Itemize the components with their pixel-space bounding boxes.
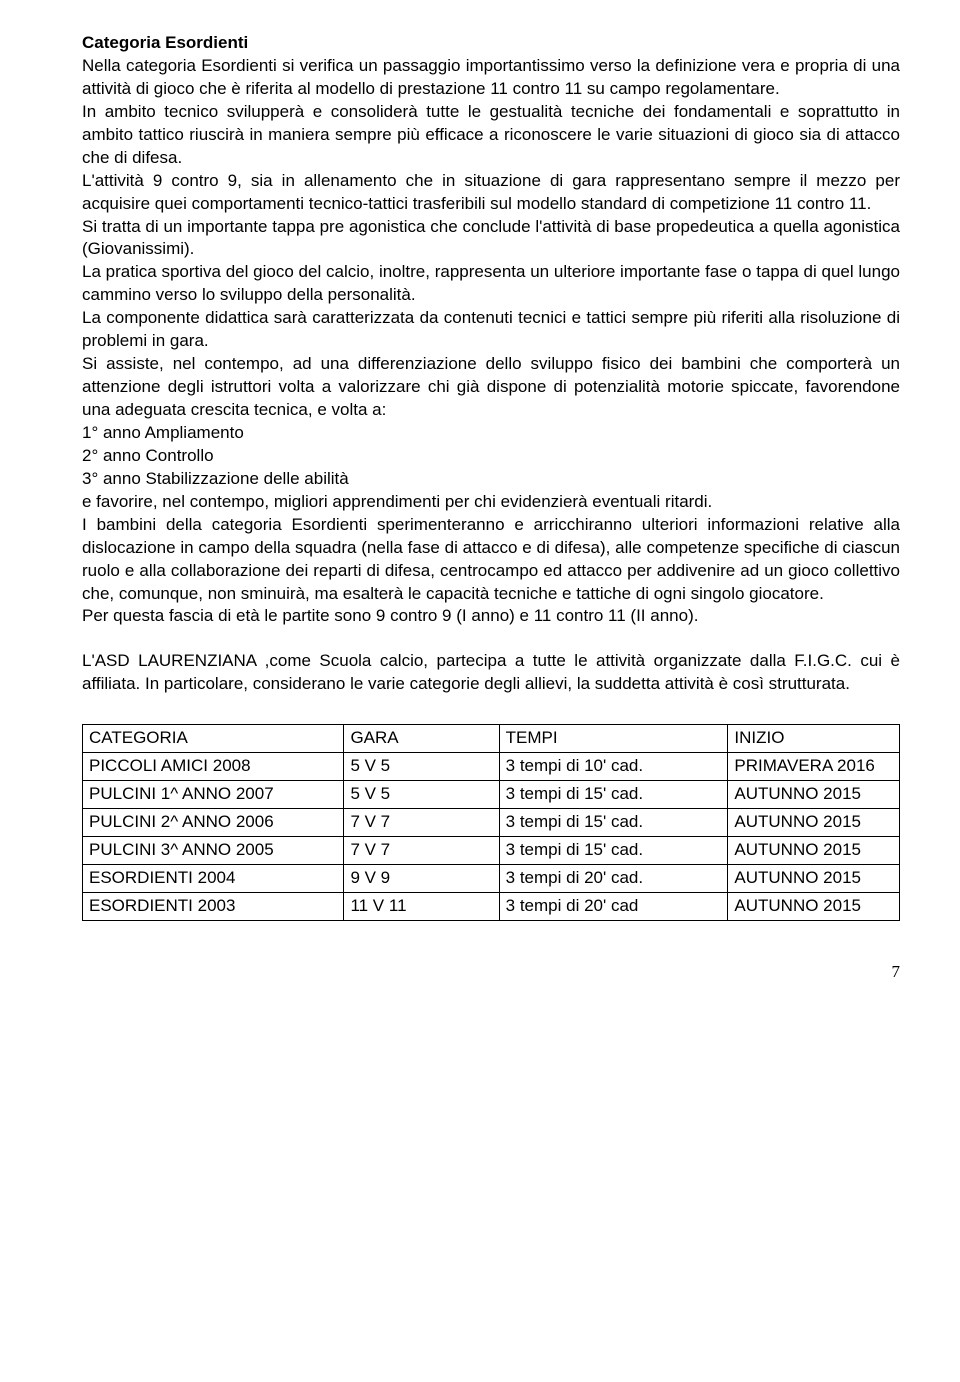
paragraph: L'attività 9 contro 9, sia in allenament… bbox=[82, 170, 900, 216]
table-cell: ESORDIENTI 2003 bbox=[83, 892, 344, 920]
paragraph: e favorire, nel contempo, migliori appre… bbox=[82, 491, 900, 514]
table-cell: AUTUNNO 2015 bbox=[728, 781, 900, 809]
table-cell: AUTUNNO 2015 bbox=[728, 837, 900, 865]
table-cell: 5 V 5 bbox=[344, 753, 499, 781]
table-cell: AUTUNNO 2015 bbox=[728, 864, 900, 892]
table-cell: AUTUNNO 2015 bbox=[728, 809, 900, 837]
table-cell: 11 V 11 bbox=[344, 892, 499, 920]
paragraph: La componente didattica sarà caratterizz… bbox=[82, 307, 900, 353]
paragraph: La pratica sportiva del gioco del calcio… bbox=[82, 261, 900, 307]
table-cell: 3 tempi di 10' cad. bbox=[499, 753, 728, 781]
table-cell: PICCOLI AMICI 2008 bbox=[83, 753, 344, 781]
table-cell: 9 V 9 bbox=[344, 864, 499, 892]
table-row: PICCOLI AMICI 2008 5 V 5 3 tempi di 10' … bbox=[83, 753, 900, 781]
table-cell: 3 tempi di 20' cad. bbox=[499, 864, 728, 892]
paragraph: I bambini della categoria Esordienti spe… bbox=[82, 514, 900, 606]
table-header-cell: TEMPI bbox=[499, 725, 728, 753]
table-cell: 5 V 5 bbox=[344, 781, 499, 809]
list-line: 1° anno Ampliamento bbox=[82, 422, 900, 445]
section-title: Categoria Esordienti bbox=[82, 32, 900, 55]
table-cell: AUTUNNO 2015 bbox=[728, 892, 900, 920]
table-header-cell: GARA bbox=[344, 725, 499, 753]
table-cell: 3 tempi di 15' cad. bbox=[499, 809, 728, 837]
document-page: Categoria Esordienti Nella categoria Eso… bbox=[0, 0, 960, 1004]
table-row: PULCINI 1^ ANNO 2007 5 V 5 3 tempi di 15… bbox=[83, 781, 900, 809]
table-header-cell: INIZIO bbox=[728, 725, 900, 753]
schedule-table: CATEGORIA GARA TEMPI INIZIO PICCOLI AMIC… bbox=[82, 724, 900, 921]
table-cell: 7 V 7 bbox=[344, 809, 499, 837]
table-cell: PULCINI 3^ ANNO 2005 bbox=[83, 837, 344, 865]
paragraph: L'ASD LAURENZIANA ,come Scuola calcio, p… bbox=[82, 650, 900, 696]
page-number: 7 bbox=[82, 921, 900, 984]
paragraph: Si tratta di un importante tappa pre ago… bbox=[82, 216, 900, 262]
table-row: PULCINI 2^ ANNO 2006 7 V 7 3 tempi di 15… bbox=[83, 809, 900, 837]
table-cell: 3 tempi di 20' cad bbox=[499, 892, 728, 920]
paragraph: Per questa fascia di età le partite sono… bbox=[82, 605, 900, 628]
paragraph: In ambito tecnico svilupperà e consolide… bbox=[82, 101, 900, 170]
table-cell: ESORDIENTI 2004 bbox=[83, 864, 344, 892]
list-line: 2° anno Controllo bbox=[82, 445, 900, 468]
paragraph: Nella categoria Esordienti si verifica u… bbox=[82, 55, 900, 101]
table-cell: 3 tempi di 15' cad. bbox=[499, 837, 728, 865]
table-row: ESORDIENTI 2003 11 V 11 3 tempi di 20' c… bbox=[83, 892, 900, 920]
table-row: ESORDIENTI 2004 9 V 9 3 tempi di 20' cad… bbox=[83, 864, 900, 892]
table-cell: PULCINI 2^ ANNO 2006 bbox=[83, 809, 344, 837]
table-cell: 7 V 7 bbox=[344, 837, 499, 865]
table-row: PULCINI 3^ ANNO 2005 7 V 7 3 tempi di 15… bbox=[83, 837, 900, 865]
table-cell: PRIMAVERA 2016 bbox=[728, 753, 900, 781]
table-cell: PULCINI 1^ ANNO 2007 bbox=[83, 781, 344, 809]
list-line: 3° anno Stabilizzazione delle abilità bbox=[82, 468, 900, 491]
table-header-row: CATEGORIA GARA TEMPI INIZIO bbox=[83, 725, 900, 753]
table-header-cell: CATEGORIA bbox=[83, 725, 344, 753]
paragraph: Si assiste, nel contempo, ad una differe… bbox=[82, 353, 900, 422]
table-cell: 3 tempi di 15' cad. bbox=[499, 781, 728, 809]
